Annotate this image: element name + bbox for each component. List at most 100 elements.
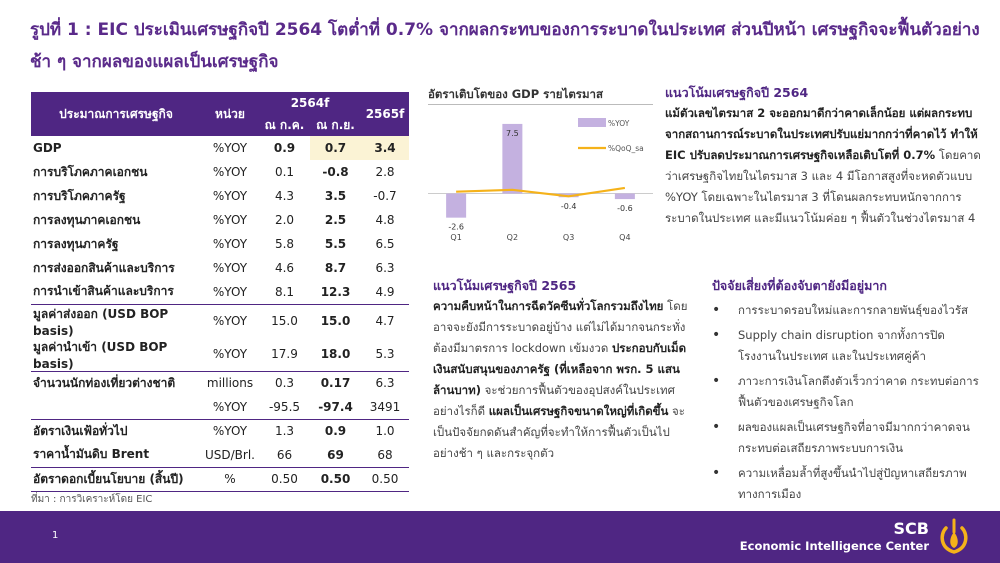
row-value-jul: 0.9 (273, 141, 296, 155)
row-name: จำนวนนักท่องเที่ยวต่างชาติ (31, 370, 201, 395)
risk-item: Supply chain disruption จากทั้งการปิดโรง… (712, 325, 982, 367)
row-value-sep: -0.8 (322, 165, 349, 179)
row-unit: %YOY (212, 165, 248, 179)
data-label: -0.6 (617, 204, 633, 213)
risk-item: ความเหลื่อมล้ำที่สูงขึ้นนำไปสู่ปัญหาเสถี… (712, 463, 982, 505)
outlook-2564-bold: แม้ตัวเลขไตรมาส 2 จะออกมาดีกว่าคาดเล็กน้… (665, 106, 978, 162)
row-value-jul: 1.3 (259, 418, 310, 443)
risks-list: การระบาดรอบใหม่และการกลายพันธุ์ของไวรัส S… (712, 300, 982, 509)
row-name: GDP (33, 141, 62, 155)
row-value-sep: 3.5 (324, 189, 347, 203)
row-value-sep: 18.0 (320, 347, 351, 361)
table-row: การนำเข้าสินค้าและบริการ %YOY 8.1 12.3 4.9 (31, 280, 409, 304)
table-row: การบริโภคภาครัฐ %YOY 4.3 3.5 -0.7 (31, 184, 409, 208)
row-value-2565f: 3.4 (361, 136, 409, 160)
table-row: GDP %YOY 0.9 0.7 3.4 (31, 136, 409, 160)
row-unit: %YOY (212, 213, 248, 227)
row-value-jul: 8.1 (274, 284, 295, 299)
forecast-table: ประมาณการเศรษฐกิจ หน่วย 2564f 2565f ณ ก.… (31, 92, 409, 492)
risk-item: ผลของแผลเป็นเศรษฐกิจที่อาจมีมากกว่าคาดจน… (712, 417, 982, 459)
outlook-2565-body-2: จะช่วยการฟื้นตัวของอุปสงค์ในประเทศ อย่าง… (433, 383, 675, 418)
row-unit: %YOY (212, 399, 248, 414)
brand-subtitle: Economic Intelligence Center (739, 539, 929, 553)
row-name (31, 395, 201, 419)
x-tick-label: Q1 (450, 233, 461, 242)
table-row: การส่งออกสินค้าและบริการ %YOY 4.6 8.7 6.3 (31, 256, 409, 280)
risk-item: ภาวะการเงินโลกตึงตัวเร็วกว่าคาด กระทบต่อ… (712, 371, 982, 413)
row-value-2565f: 6.5 (375, 237, 395, 251)
row-value-jul: 15.0 (259, 303, 310, 338)
outlook-2564-text: แม้ตัวเลขไตรมาส 2 จะออกมาดีกว่าคาดเล็กน้… (665, 103, 985, 229)
row-value-2565f: 5.3 (375, 347, 395, 361)
outlook-2564-body: โดยคาดว่าเศรษฐกิจไทยในไตรมาส 3 และ 4 มีโ… (665, 148, 981, 225)
x-tick-label: Q3 (563, 233, 574, 242)
row-unit: %YOY (212, 141, 248, 155)
row-name: การลงทุนภาครัฐ (33, 236, 119, 251)
row-value-2565f: 2.8 (375, 165, 395, 179)
page-title: รูปที่ 1 : EIC ประเมินเศรษฐกิจปี 2564 โต… (30, 20, 980, 72)
row-unit: millions (201, 370, 259, 395)
row-unit: % (201, 466, 259, 492)
brand-name: SCB (893, 519, 929, 538)
outlook-2565-heading: แนวโน้มเศรษฐกิจปี 2565 (433, 278, 577, 293)
row-value-jul: 2.0 (274, 213, 295, 227)
col-header-sep: ณ ก.ย. (310, 114, 361, 136)
table-row: การบริโภคภาคเอกชน %YOY 0.1 -0.8 2.8 (31, 160, 409, 184)
data-label: -2.6 (448, 223, 464, 232)
row-unit: USD/Brl. (205, 447, 255, 462)
outlook-2565-body-3: จะเป็นปัจจัยกดดันสำคัญที่จะทำให้การฟื้นต… (433, 404, 685, 460)
table-row: มูลค่าส่งออก (USD BOP basis) %YOY 15.0 15.0… (31, 303, 409, 338)
col-header-name: ประมาณการเศรษฐกิจ (31, 92, 201, 136)
row-value-jul: 0.3 (259, 370, 310, 395)
table-row: อัตราดอกเบี้ยนโยบาย (สิ้นปี)% 0.50 0.50 0.5… (31, 466, 409, 492)
row-value-sep: 8.7 (324, 261, 347, 275)
table-row: การลงทุนภาคเอกชน %YOY 2.0 2.5 4.8 (31, 208, 409, 232)
row-value-2565f: 4.7 (361, 303, 409, 338)
outlook-2565-bold-3: แผลเป็นเศรษฐกิจขนาดใหญ่ที่เกิดขึ้น (488, 404, 669, 418)
legend-label-yoy: %YOY (608, 119, 630, 128)
row-name: ราคาน้ำมันดิบ Brent (33, 447, 150, 462)
row-value-sep: 0.9 (310, 418, 361, 443)
row-value-jul: 17.9 (271, 347, 298, 361)
col-header-jul: ณ ก.ค. (259, 114, 310, 136)
row-value-sep: 0.7 (310, 136, 361, 160)
row-value-2565f: 4.9 (375, 284, 395, 299)
row-unit: %YOY (212, 347, 248, 361)
row-value-jul: 0.50 (259, 466, 310, 492)
legend-swatch-yoy (578, 118, 606, 127)
row-name: อัตราเงินเฟ้อทั่วไป (31, 418, 201, 443)
row-value-2565f: 6.3 (361, 370, 409, 395)
x-tick-label: Q2 (507, 233, 518, 242)
row-value-2565f: 1.0 (361, 418, 409, 443)
row-value-2565f: 6.3 (375, 261, 395, 275)
table-row: %YOY -95.5 -97.4 3491 (31, 395, 409, 419)
outlook-2564-heading: แนวโน้มเศรษฐกิจปี 2564 (665, 85, 809, 100)
gdp-quarterly-chart: -2.6Q1 7.5 Q2 -0.4 Q3 -0.6 Q4 %YOY %QoQ_sa (428, 118, 653, 242)
line-qoq (456, 186, 626, 198)
x-tick-label: Q4 (619, 233, 630, 242)
col-header-2564f: 2564f (259, 92, 361, 114)
row-value-sep: 15.0 (310, 303, 361, 338)
row-value-2565f: 68 (377, 447, 393, 462)
row-unit: %YOY (212, 189, 248, 203)
row-name: มูลค่านำเข้า (USD BOP basis) (33, 339, 168, 371)
row-unit: %YOY (212, 284, 248, 299)
chart-title-rule (428, 104, 653, 105)
row-value-2565f: 4.8 (375, 213, 395, 227)
bar-yoy-q2 (502, 123, 523, 194)
row-value-2565f: 0.50 (361, 466, 409, 492)
bar-yoy-q4 (614, 193, 635, 200)
row-value-jul: 5.8 (274, 237, 295, 251)
bar-yoy-q1 (446, 193, 467, 218)
row-value-sep: 2.5 (324, 213, 347, 227)
row-value-sep: -97.4 (318, 399, 353, 414)
row-value-jul: 4.3 (274, 189, 295, 203)
table-row: อัตราเงินเฟ้อทั่วไป %YOY 1.3 0.9 1.0 (31, 418, 409, 443)
footer-bar: 1 SCB Economic Intelligence Center (0, 511, 1000, 563)
row-unit: %YOY (201, 418, 259, 443)
row-name: การบริโภคภาคเอกชน (33, 164, 148, 179)
row-unit: %YOY (212, 261, 248, 275)
row-value-2565f: -0.7 (373, 189, 397, 203)
row-unit: %YOY (212, 237, 248, 251)
table-row: มูลค่านำเข้า (USD BOP basis) %YOY 17.9 18.0… (31, 338, 409, 372)
